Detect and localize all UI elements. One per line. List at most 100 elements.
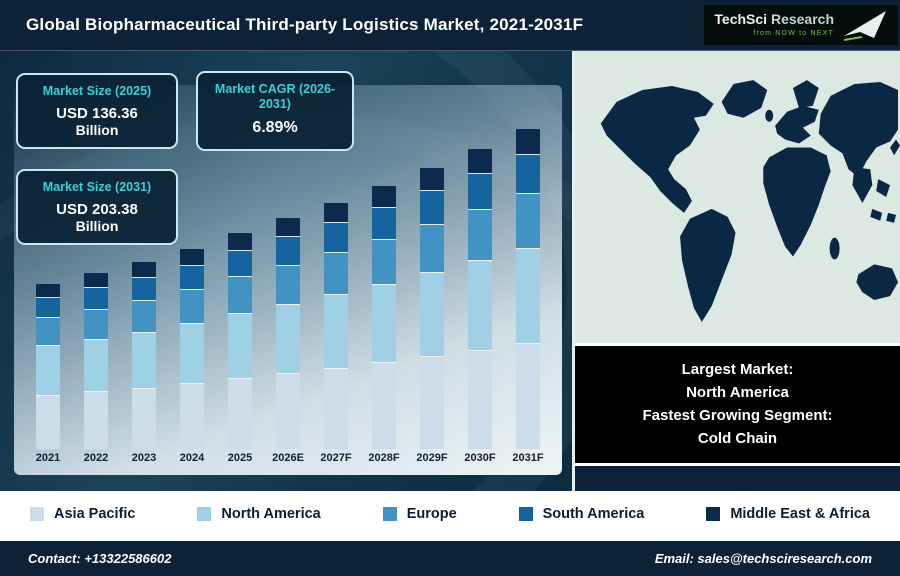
bars-area [24, 115, 552, 449]
bar-segment [420, 224, 444, 273]
bar-segment [84, 391, 108, 449]
logo-brand: TechSci Research [714, 12, 834, 27]
info-box-value: 6.89% [252, 118, 298, 136]
x-axis-tick-label: 2026E [272, 451, 304, 464]
info-box-title: Market Size (2031) [42, 179, 152, 194]
bar-segment [516, 192, 540, 248]
bar-segment [276, 372, 300, 449]
bar-segment [420, 190, 444, 225]
region-indonesia [870, 208, 883, 221]
bar-segment [372, 206, 396, 239]
continent-europe [775, 105, 819, 144]
legend-label: Middle East & Africa [730, 506, 870, 523]
page-title: Global Biopharmaceutical Third-party Log… [26, 14, 584, 34]
map-section: Largest Market: North America Fastest Gr… [572, 50, 900, 491]
legend-item: Europe [382, 506, 457, 523]
world-map [575, 50, 900, 343]
legend-item: Middle East & Africa [706, 506, 870, 522]
bar-segment [468, 149, 492, 173]
info-box-unit: Billion [75, 218, 119, 235]
bar-segment [132, 387, 156, 449]
legend-swatch [197, 507, 212, 522]
continent-north-america [600, 85, 714, 213]
bar-2025 [216, 115, 264, 449]
bar-2027F [312, 115, 360, 449]
legend-item: Asia Pacific [30, 506, 135, 522]
bar-segment [36, 283, 60, 297]
bar-segment [372, 185, 396, 207]
market-size-2031-box: Market Size (2031) USD 203.38 Billion [16, 168, 178, 246]
bar-segment [276, 264, 300, 305]
x-axis-tick-label: 2030F [464, 451, 496, 464]
continent-south-america [680, 208, 736, 322]
bar-segment [420, 168, 444, 191]
bar-2024 [168, 115, 216, 449]
bar-segment [228, 232, 252, 250]
bar-segment [84, 308, 108, 339]
region-southeast-asia [876, 178, 891, 197]
bar-segment [132, 331, 156, 388]
paper-plane-icon [843, 10, 886, 41]
bar-segment [516, 128, 540, 154]
bar-segment [372, 238, 396, 284]
x-axis-tick-label: 2027F [320, 451, 352, 464]
logo-brand-secondary: Research [770, 11, 834, 28]
region-india [852, 166, 873, 203]
continent-asia [818, 81, 899, 177]
x-axis-tick-label: 2028F [368, 451, 400, 464]
bar-segment [420, 356, 444, 449]
bar-segment [132, 262, 156, 277]
bar-2028F [360, 115, 408, 449]
bar-segment [36, 316, 60, 346]
bar-segment [372, 362, 396, 449]
bar-segment [516, 247, 540, 344]
x-axis-tick-label: 2031F [512, 451, 544, 464]
bar-segment [84, 273, 108, 288]
bar-segment [36, 345, 60, 395]
x-axis-tick-label: 2022 [83, 451, 109, 464]
main-content: 2021 2022 2023 2024 2025 2026E 2027F 2028F 2029F… [0, 50, 900, 491]
bar-2029F [408, 115, 456, 449]
bar-segment [468, 350, 492, 449]
bar-segment [420, 272, 444, 357]
techsci-logo: TechSci Research from NOW to NEXT [704, 4, 898, 45]
legend-label: South America [542, 506, 645, 523]
highlight-line: Fastest Growing Segment: [642, 407, 833, 425]
continent-australia [856, 264, 899, 300]
x-axis-tick-label: 2023 [131, 451, 157, 464]
logo-tagline: from NOW to NEXT [753, 29, 834, 37]
legend-item: North America [197, 506, 321, 522]
chart-section: 2021 2022 2023 2024 2025 2026E 2027F 2028F 2029F… [0, 50, 572, 491]
region-madagascar [829, 237, 840, 260]
continent-africa [763, 147, 831, 257]
logo-text: TechSci Research from NOW to NEXT [714, 12, 834, 37]
bar-segment [180, 383, 204, 449]
contact-text: Contact: +13322586602 [28, 551, 172, 567]
bar-segment [516, 343, 540, 449]
bar-segment [84, 287, 108, 309]
bar-2023 [120, 115, 168, 449]
bar-segment [132, 276, 156, 300]
info-box-value: USD 136.36 [56, 105, 138, 123]
legend-label: Europe [406, 506, 457, 523]
bar-segment [324, 252, 348, 295]
bar-segment [324, 367, 348, 449]
bar-segment [276, 304, 300, 373]
email-text: Email: sales@techsciresearch.com [654, 551, 872, 567]
bar-segment [228, 276, 252, 314]
bar-2021 [24, 115, 72, 449]
x-axis-tick-label: 2021 [35, 451, 61, 464]
legend-swatch [706, 507, 721, 522]
bar-segment [324, 222, 348, 253]
bar-segment [324, 294, 348, 368]
bar-segment [132, 299, 156, 332]
bar-2030F [456, 115, 504, 449]
market-highlights: Largest Market: North America Fastest Gr… [575, 342, 900, 466]
highlight-line: Cold Chain [697, 430, 778, 448]
bar-segment [468, 209, 492, 261]
bar-2026E [264, 115, 312, 449]
highlight-line: Largest Market: [681, 360, 794, 378]
market-size-2025-box: Market Size (2025) USD 136.36 Billion [16, 72, 178, 150]
market-cagr-box: Market CAGR (2026-2031) 6.89% [196, 70, 354, 151]
